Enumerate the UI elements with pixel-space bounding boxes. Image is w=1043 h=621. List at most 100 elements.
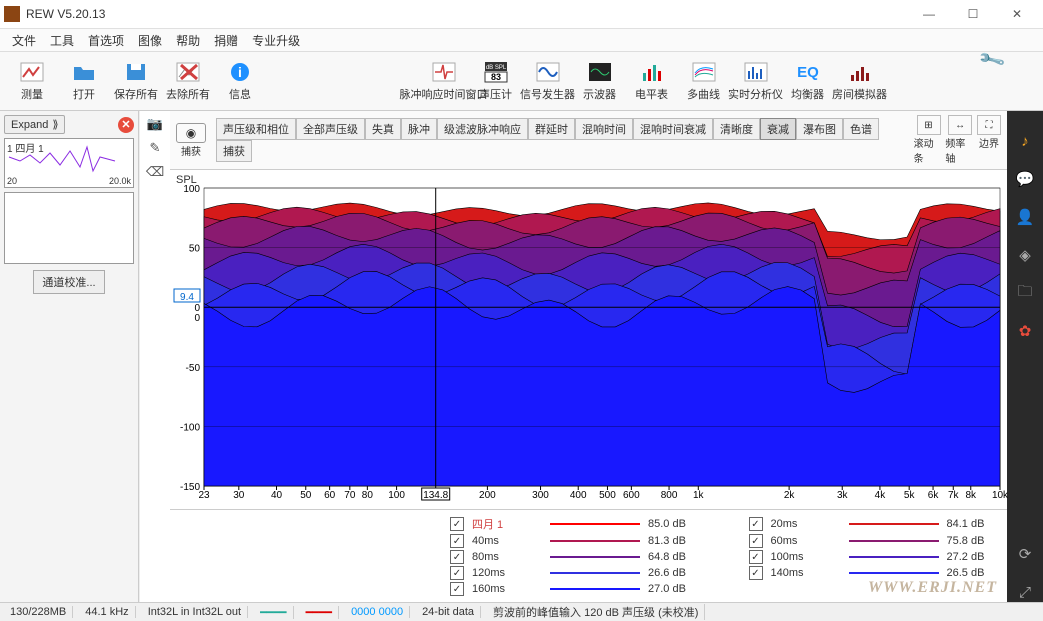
menu-专业升级[interactable]: 专业升级 xyxy=(246,30,306,51)
tab-4[interactable]: 级滤波脉冲响应 xyxy=(437,118,528,140)
tab-1[interactable]: 全部声压级 xyxy=(296,118,365,140)
legend-check-20ms[interactable]: ✓ xyxy=(749,517,763,531)
toolbar-scope[interactable]: 示波器 xyxy=(576,60,624,102)
viewctrl-freq-axis[interactable]: ↔频率轴 xyxy=(945,115,975,165)
rta-icon xyxy=(742,60,770,84)
tab-12[interactable]: 捕获 xyxy=(216,140,252,162)
spl-meter-label: 声压计 xyxy=(479,86,512,102)
capture-icon[interactable]: ◉ xyxy=(176,123,206,143)
viewctrl-limits[interactable]: ⛶边界 xyxy=(977,115,1001,165)
remove-measurement-icon[interactable]: ✕ xyxy=(118,117,134,133)
svg-text:-150: -150 xyxy=(180,482,200,493)
legend-140ms: ✓140ms26.5 dB xyxy=(749,566,1008,580)
menu-图像[interactable]: 图像 xyxy=(132,30,168,51)
legend-check-80ms[interactable]: ✓ xyxy=(450,550,464,564)
viewctrl-scrollbars[interactable]: ⊞滚动条 xyxy=(914,115,944,165)
camera-icon[interactable]: 📷 xyxy=(146,115,164,133)
tab-2[interactable]: 失真 xyxy=(365,118,401,140)
toolbar-spl-meter[interactable]: dB SPL83声压计 xyxy=(472,60,520,102)
tab-11[interactable]: 色谱 xyxy=(843,118,879,140)
remove-all-icon xyxy=(174,60,202,84)
toolbar-overlays[interactable]: 多曲线 xyxy=(680,60,728,102)
cal-button[interactable]: 通道校准... xyxy=(33,270,104,294)
titlebar: REW V5.20.13 — ☐ ✕ xyxy=(0,0,1043,29)
menu-捐赠[interactable]: 捐赠 xyxy=(208,30,244,51)
tab-0[interactable]: 声压级和相位 xyxy=(216,118,296,140)
legend-check-四月 1[interactable]: ✓ xyxy=(450,517,464,531)
expand-icon[interactable]: ⤢ xyxy=(1015,582,1035,602)
toolbar-level-meter[interactable]: 电平表 xyxy=(628,60,676,102)
music-icon[interactable]: ♪ xyxy=(1015,131,1035,151)
thumb-xmax: 20.0k xyxy=(109,176,131,186)
measurement-panel: Expand ⟫ ✕ 1 四月 1 20 20.0k 通道校准... xyxy=(0,111,139,602)
save-all-icon xyxy=(122,60,150,84)
close-button[interactable]: ✕ xyxy=(995,0,1039,28)
status-mem: 130/228MB xyxy=(4,606,73,618)
folder-icon[interactable]: 🗀 xyxy=(1015,283,1035,303)
svg-text:60: 60 xyxy=(324,490,336,501)
menu-工具[interactable]: 工具 xyxy=(44,30,80,51)
refresh-icon[interactable]: ⟳ xyxy=(1015,544,1035,564)
toolbar-remove-all[interactable]: 去除所有 xyxy=(164,60,212,102)
toolbar-info[interactable]: i信息 xyxy=(216,60,264,102)
tab-7[interactable]: 混响时间衰减 xyxy=(633,118,713,140)
expand-button[interactable]: Expand ⟫ xyxy=(4,115,65,134)
tab-8[interactable]: 清晰度 xyxy=(713,118,760,140)
aperture-icon[interactable]: ✿ xyxy=(1015,321,1035,341)
legend-check-140ms[interactable]: ✓ xyxy=(749,566,763,580)
legend-check-120ms[interactable]: ✓ xyxy=(450,566,464,580)
toolbar-open[interactable]: 打开 xyxy=(60,60,108,102)
side-tool-icons: 📷 ✎ ⌫ xyxy=(139,111,170,602)
menu-文件[interactable]: 文件 xyxy=(6,30,42,51)
toolbar-generator[interactable]: 信号发生器 xyxy=(524,60,572,102)
menu-首选项[interactable]: 首选项 xyxy=(82,30,130,51)
pencil-icon[interactable]: ✎ xyxy=(146,139,164,157)
toolbar-save-all[interactable]: 保存所有 xyxy=(112,60,160,102)
toolbar-ir-windows[interactable]: 脉冲响应时间窗口 xyxy=(420,60,468,102)
svg-text:80: 80 xyxy=(362,490,374,501)
legend-check-100ms[interactable]: ✓ xyxy=(749,550,763,564)
legend-check-160ms[interactable]: ✓ xyxy=(450,582,464,596)
svg-text:100: 100 xyxy=(183,184,200,195)
svg-text:10k: 10k xyxy=(992,490,1009,501)
minimize-button[interactable]: — xyxy=(907,0,951,28)
svg-text:70: 70 xyxy=(344,490,356,501)
open-label: 打开 xyxy=(73,86,95,102)
tab-5[interactable]: 群延时 xyxy=(528,118,575,140)
menu-帮助[interactable]: 帮助 xyxy=(170,30,206,51)
tab-9[interactable]: 衰减 xyxy=(760,118,796,140)
level-meter-label: 电平表 xyxy=(635,86,668,102)
eraser-icon[interactable]: ⌫ xyxy=(146,163,164,181)
room-sim-label: 房间模拟器 xyxy=(832,86,887,102)
thumb-xmin: 20 xyxy=(7,176,17,186)
tab-3[interactable]: 脉冲 xyxy=(401,118,437,140)
toolbar-room-sim[interactable]: 房间模拟器 xyxy=(836,60,884,102)
legend-120ms: ✓120ms26.6 dB xyxy=(450,566,709,580)
svg-text:4k: 4k xyxy=(875,490,887,501)
measure-icon xyxy=(18,60,46,84)
level-meter-icon xyxy=(638,60,666,84)
legend-check-60ms[interactable]: ✓ xyxy=(749,534,763,548)
toolbar-measure[interactable]: 测量 xyxy=(8,60,56,102)
svg-text:i: i xyxy=(238,64,242,80)
legend-40ms: ✓40ms81.3 dB xyxy=(450,534,709,548)
svg-text:600: 600 xyxy=(623,490,640,501)
svg-text:40: 40 xyxy=(271,490,283,501)
chat-icon[interactable]: 💬 xyxy=(1015,169,1035,189)
legend-check-40ms[interactable]: ✓ xyxy=(450,534,464,548)
save-all-label: 保存所有 xyxy=(114,86,158,102)
legend-160ms: ✓160ms27.0 dB xyxy=(450,582,709,596)
tab-6[interactable]: 混响时间 xyxy=(575,118,633,140)
tab-10[interactable]: 瀑布图 xyxy=(796,118,843,140)
svg-text:500: 500 xyxy=(599,490,616,501)
main-toolbar: 测量打开 保存所有去除所有i信息 脉冲响应时间窗口dB SPL83声压计信号发生器… xyxy=(0,52,1043,111)
svg-text:800: 800 xyxy=(661,490,678,501)
measurement-thumb[interactable]: 1 四月 1 20 20.0k xyxy=(4,138,134,188)
svg-text:7k: 7k xyxy=(948,490,960,501)
toolbar-rta[interactable]: 实时分析仪 xyxy=(732,60,780,102)
maximize-button[interactable]: ☐ xyxy=(951,0,995,28)
cube-icon[interactable]: ◈ xyxy=(1015,245,1035,265)
toolbar-eq[interactable]: EQ均衡器 xyxy=(784,60,832,102)
user-icon[interactable]: 👤 xyxy=(1015,207,1035,227)
chart-area[interactable]: SPL -150-100-500501002330405060708010013… xyxy=(170,170,1007,509)
